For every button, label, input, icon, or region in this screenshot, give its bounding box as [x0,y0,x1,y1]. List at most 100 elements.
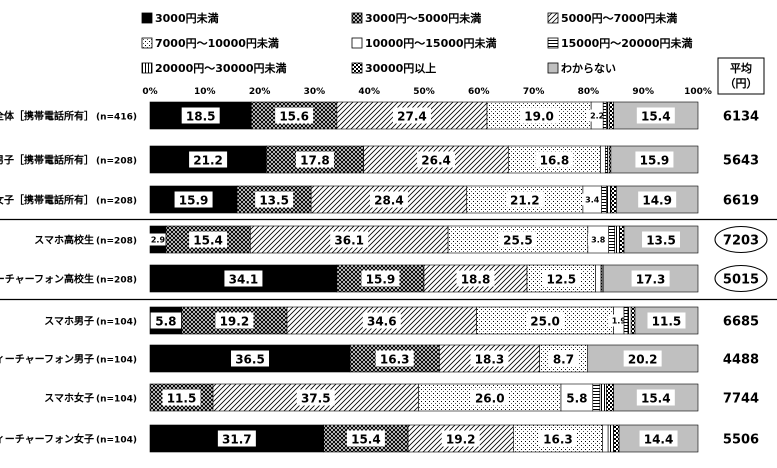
bar-rows: 全体［携帯電話所有］ (n=416) 18.5 15.6 27.4 19.0 2.2 15.4… [0,101,777,453]
legend-label-8: 30000円以上 [365,61,436,75]
row-label: 男子［携帯電話所有］ [0,154,94,167]
data-label: 21.2 [510,194,540,208]
data-label-bg [181,107,220,124]
data-label-bg [295,151,334,168]
data-label-bg [647,312,686,329]
bar-segment [600,145,606,174]
data-label: 19.2 [220,315,250,329]
data-label: 36.1 [334,234,364,248]
bar-row: フィーチャーフォン男子(n=104) 36.5 16.3 18.3 8.7 20.2 [0,344,699,373]
data-label: 1.9 [612,317,627,326]
data-label-bg [417,151,456,168]
data-label: 2.2 [590,112,604,121]
data-label-bg [362,312,401,329]
data-label: 16.3 [543,433,573,447]
x-axis: 0% 10% 20% 30% 40% 50% 60% 70% 80% 90% 100% [142,87,712,97]
data-label-bg [548,350,579,367]
data-label: 18.5 [186,110,216,124]
bar-segment [251,101,338,130]
data-label: 19.0 [524,110,554,124]
bar-segment [605,145,608,174]
x-tick-label: 70% [523,87,545,97]
bar-segment [526,264,596,293]
data-label: 31.7 [222,433,252,447]
data-label: 3.8 [591,236,606,245]
x-tick-label: 60% [468,87,490,97]
bar-row: 女子［携帯電話所有］ (n=208) 15.9 13.5 28.4 21.2 3.4 14.9 [0,185,699,214]
bar-segment [286,306,477,335]
bar-segment [607,424,614,453]
avg-value: 4488 [723,353,759,368]
legend-label-1: 3000円未満 [155,11,219,25]
bar-segment [602,424,609,453]
bar-segment [619,225,625,254]
x-tick-label: 0% [142,87,157,97]
legend-label-3: 5000円～7000円未満 [561,11,677,25]
average-column: 平均 （円） 6134 5643 6619 7203 5015 6685 4488 7744 550… [714,57,768,448]
bar-segment [614,225,620,254]
data-label: 37.5 [301,392,331,406]
data-label: 15.4 [641,392,671,406]
data-label-bg [162,389,201,406]
avg-value: 5643 [723,154,759,169]
data-label: 13.5 [646,234,676,248]
data-label-bg [330,231,369,248]
row-n-label: (n=208) [96,157,137,167]
bar-segment [606,101,610,130]
data-label-bg [275,107,314,124]
row-n-label: (n=104) [96,436,137,446]
bar-segment [606,383,614,412]
bar-segment [608,101,614,130]
avg-value: 6134 [723,110,759,125]
legend-label-9: わからない [561,62,616,75]
bar-segment [623,306,629,335]
data-label-bg [642,231,681,248]
legend-swatch-2 [351,12,363,24]
avg-value: 7744 [723,392,759,407]
bar-segment [606,185,612,214]
legend-label-7: 20000円～30000円未満 [155,61,287,75]
data-label-bg [150,312,182,329]
data-label-bg [456,270,495,287]
row-n-label: (n=104) [96,318,137,328]
data-label-bg [535,151,574,168]
data-label-bg [231,350,270,367]
data-label-bg [174,191,213,208]
legend-swatch-3 [547,12,559,24]
data-label-bg [361,270,400,287]
data-label: 34.1 [229,273,259,287]
data-label-bg [581,193,603,206]
legend-swatch-5 [351,37,363,49]
data-label-bg [635,151,674,168]
data-label-bg [542,270,581,287]
legend-swatch-7 [141,62,153,74]
x-tick-label: 50% [413,87,435,97]
data-label: 16.8 [540,154,570,168]
avg-header-unit: （円） [725,77,758,90]
data-label: 13.5 [259,194,289,208]
data-label-bg [215,312,254,329]
x-tick-label: 20% [249,87,271,97]
legend-swatch-1 [141,12,153,24]
legend-swatch-8 [351,62,363,74]
data-label: 15.9 [640,154,670,168]
avg-value: 7203 [723,234,759,249]
bar-segment [613,424,620,453]
data-label: 11.5 [167,392,197,406]
avg-value: 5506 [723,433,759,448]
data-label: 18.8 [461,273,491,287]
data-label: 16.3 [380,353,410,367]
data-label-bg [217,430,256,447]
data-label: 15.9 [366,273,396,287]
data-label-bg [636,107,675,124]
bar-segment [592,383,601,412]
legend-label-4: 7000円～10000円未満 [155,36,279,50]
data-label: 17.3 [636,273,666,287]
data-label-bg [375,350,414,367]
row-label: スマホ女子 [44,392,94,405]
bar-row: 男子［携帯電話所有］ (n=208) 21.2 17.8 26.4 16.8 15.9 [0,145,699,174]
data-label-bg [505,191,544,208]
bar-row: 全体［携帯電話所有］ (n=416) 18.5 15.6 27.4 19.0 2.2 15.4 [0,101,699,130]
bar-segment [599,383,607,412]
row-n-label: (n=104) [96,395,137,405]
